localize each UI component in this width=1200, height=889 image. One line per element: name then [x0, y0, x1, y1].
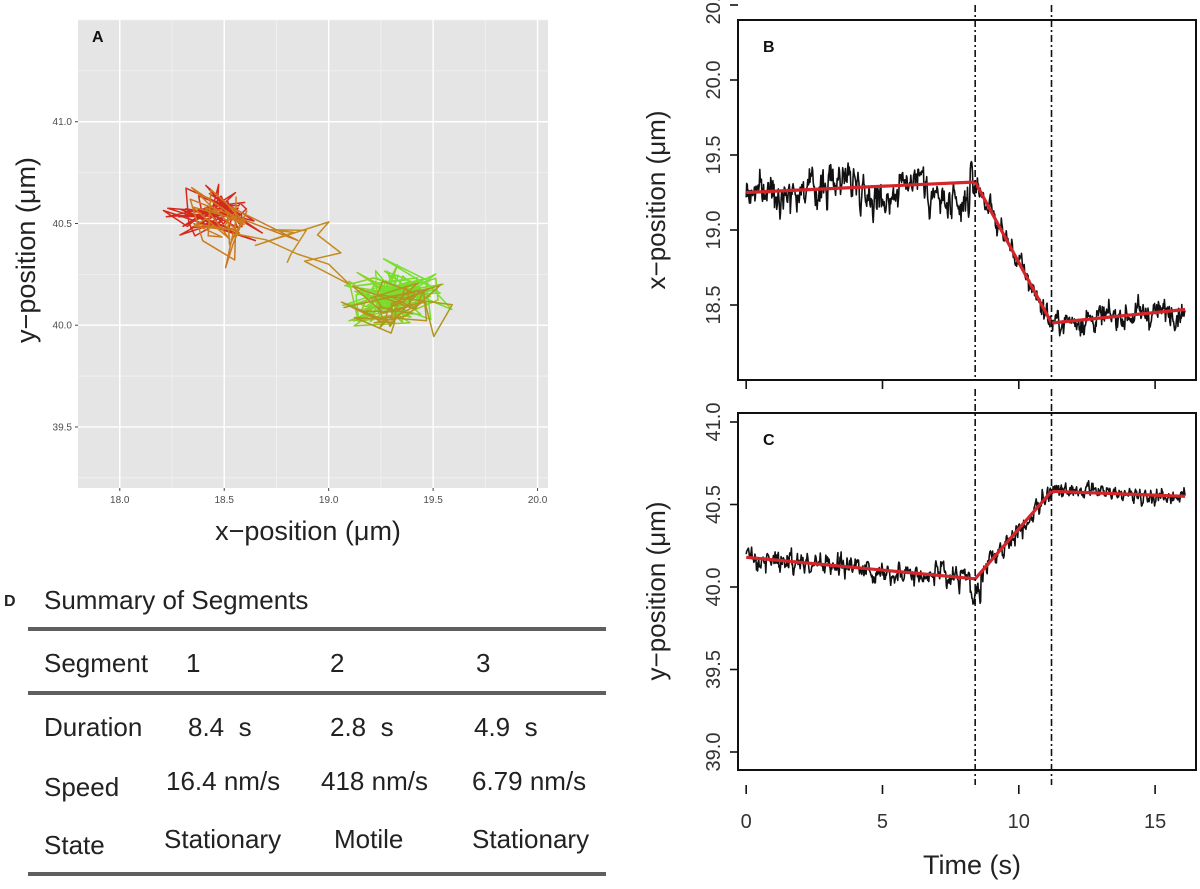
panel-a-x-axis-title: x−position (μm): [215, 516, 401, 546]
panel-a-letter: A: [92, 29, 104, 46]
duration-segment-3: 4.9 s: [474, 712, 538, 742]
header-segment-3: 3: [476, 648, 491, 678]
panel-a-plot-background: [78, 20, 548, 488]
y-tick-label: 41.0: [703, 403, 725, 442]
panel-a-x-tick-label: 18.0: [110, 495, 130, 506]
panel-a-y-axis-title: y−position (μm): [11, 157, 41, 343]
y-tick-label: 40.5: [703, 485, 725, 524]
panel-a-x-tick-label: 18.5: [214, 495, 234, 506]
y-tick-label: 39.0: [703, 733, 725, 772]
panel-c-y-axis-title: y−position (μm): [641, 502, 671, 681]
panel-a-tick-labels: 18.0 18.5 19.0 19.5 20.0 39.5 40.0 40.5 41.0: [53, 117, 548, 506]
panel-a-gridlines: [78, 19, 548, 488]
row-duration-label: Duration: [44, 712, 143, 742]
speed-segment-1: 16.4 nm/s: [166, 766, 281, 796]
duration-segment-1: 8.4 s: [188, 712, 252, 742]
x-tick-label: 5: [877, 811, 888, 833]
panel-c-y-position-plot: 39.0 39.5 40.0 40.5 41.0 0 5 10 15 C y−position …: [641, 389, 1197, 880]
panel-b-frame: [737, 19, 1197, 381]
y-tick-label: 39.5: [703, 650, 725, 689]
panel-a-x-tick-label: 19.5: [423, 495, 443, 506]
panel-a-x-tick-label: 19.0: [319, 495, 339, 506]
y-tick-label: 19.0: [703, 211, 725, 250]
state-segment-1: Stationary: [164, 824, 282, 854]
y-tick-label: 40.0: [703, 568, 725, 607]
y-tick-label: 20.5: [703, 0, 725, 24]
panel-c-x-axis-title: Time (s): [923, 850, 1021, 880]
header-segment-2: 2: [330, 648, 345, 678]
panel-a-x-tick-label: 20.0: [528, 495, 548, 506]
table-header-rule: [28, 691, 606, 695]
panel-c-frame: [737, 412, 1197, 771]
y-tick-label: 20.0: [703, 61, 725, 100]
panel-a-y-tick-label: 40.5: [53, 219, 73, 230]
panel-a-y-tick-label: 41.0: [53, 117, 73, 128]
row-state-label: State: [44, 830, 105, 860]
state-segment-2: Motile: [334, 824, 404, 854]
fitted-segment-line: [746, 489, 1186, 581]
speed-segment-2: 418 nm/s: [321, 766, 428, 796]
panel-d-letter: D: [4, 593, 16, 610]
speed-segment-3: 6.79 nm/s: [472, 766, 587, 796]
x-tick-label: 0: [741, 811, 752, 833]
panel-a-trajectory: [162, 183, 453, 338]
header-segment-1: 1: [186, 648, 201, 678]
y-tick-label: 18.5: [703, 286, 725, 325]
panel-a-y-tick-label: 39.5: [53, 422, 73, 433]
panel-a-y-tick-label: 40.0: [53, 321, 73, 332]
trajectory-series-line: [234, 221, 351, 286]
position-trace-line: [745, 160, 1186, 337]
duration-segment-2: 2.8 s: [330, 712, 394, 742]
x-tick-label: 10: [1008, 811, 1030, 833]
summary-title: Summary of Segments: [44, 585, 309, 615]
table-bottom-rule: [28, 872, 606, 876]
panel-b-letter: B: [763, 39, 775, 56]
position-trace-line: [745, 480, 1186, 605]
panel-a-trajectory-plot: 18.0 18.5 19.0 19.5 20.0 39.5 40.0 40.5 41.0 A x…: [11, 19, 548, 546]
table-top-rule: [28, 627, 606, 631]
x-tick-label: 15: [1144, 811, 1166, 833]
fitted-segment-line: [746, 180, 1186, 325]
trajectory-series-line: [189, 186, 299, 269]
y-tick-label: 19.5: [703, 136, 725, 175]
panel-b-y-axis-title: x−position (μm): [641, 111, 671, 290]
panel-b-x-position-plot: 18.5 19.0 19.5 20.0 20.5 B x−position (μm): [641, 0, 1197, 389]
summary-table: D Summary of Segments Segment 1 2 3 Dura…: [0, 580, 620, 880]
state-segment-3: Stationary: [472, 824, 590, 854]
trajectory-series-line: [340, 280, 453, 338]
panel-c-letter: C: [763, 432, 775, 449]
row-speed-label: Speed: [44, 772, 120, 802]
header-segment-label: Segment: [44, 648, 149, 678]
